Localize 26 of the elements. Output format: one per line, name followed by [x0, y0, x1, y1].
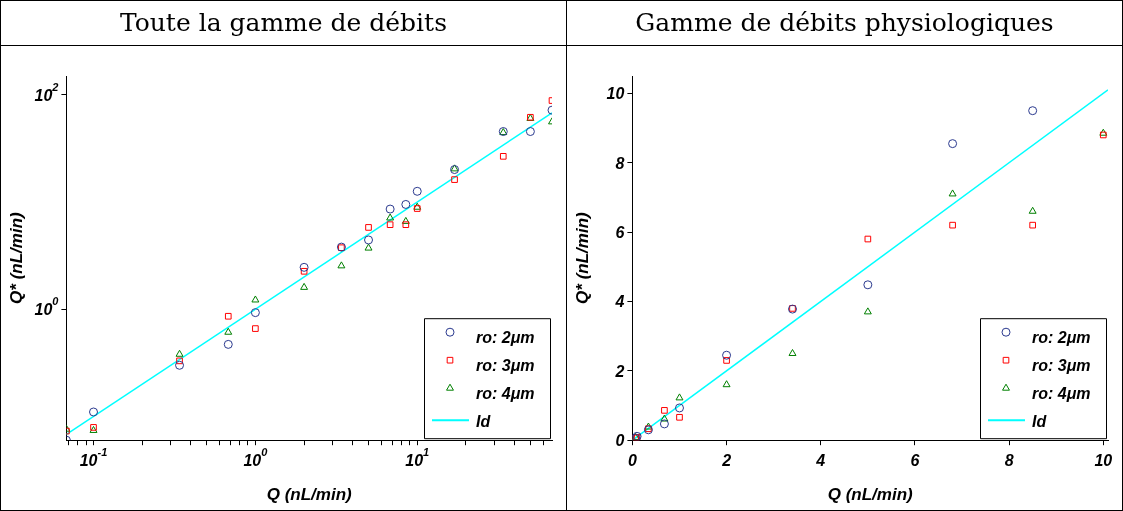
legend-label: Id [1032, 412, 1048, 430]
x-tick-label: 4 [815, 452, 826, 470]
legend-label: ro: 3μm [476, 356, 535, 374]
legend-label: ro: 4μm [1032, 384, 1091, 402]
legend-label: Id [476, 412, 492, 430]
x-axis-title: Q (nL/min) [827, 485, 914, 505]
chart-title: Toute la gamme de débits [1, 1, 566, 46]
x-tick-label: 10 [1094, 452, 1113, 470]
y-tick-label: 0 [615, 432, 625, 450]
y-axis-title: Q* (nL/min) [572, 211, 592, 304]
x-tick-label: 6 [910, 452, 920, 470]
y-tick-label: 8 [615, 154, 625, 172]
y-tick-label: 2 [614, 362, 625, 380]
y-tick-label: 4 [614, 293, 625, 311]
x-tick-label: 0 [627, 452, 637, 470]
y-tick-label: 10 [606, 85, 625, 103]
legend-label: ro: 3μm [1032, 356, 1091, 374]
legend-label: ro: 4μm [476, 384, 535, 402]
y-axis-title: Q* (nL/min) [6, 211, 26, 304]
legend-label: ro: 2μm [1032, 328, 1091, 346]
legend-label: ro: 2μm [476, 328, 535, 346]
x-tick-label: 2 [721, 452, 732, 470]
y-tick-label: 6 [615, 224, 625, 242]
x-tick-label: 8 [1004, 452, 1014, 470]
chart-title: Gamme de débits physiologiques [567, 1, 1122, 46]
x-axis-title: Q (nL/min) [266, 485, 353, 505]
